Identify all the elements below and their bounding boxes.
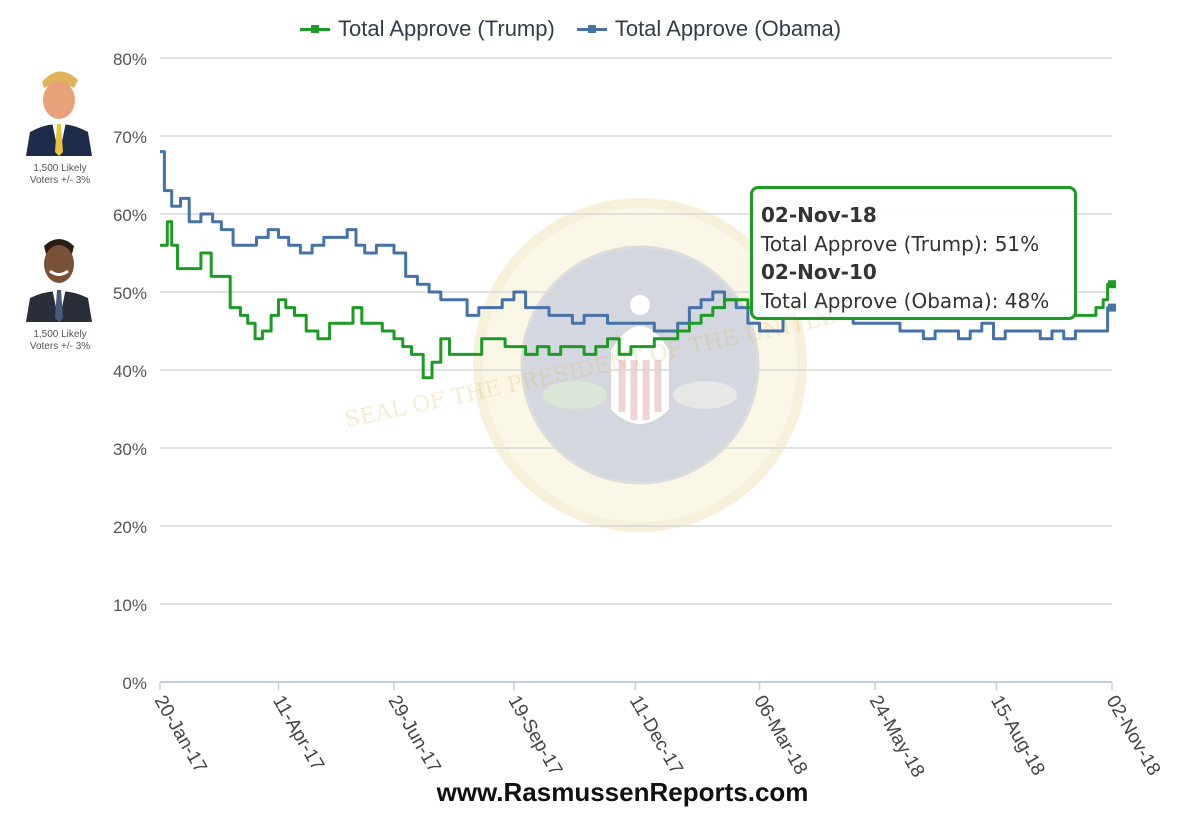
x-tick-label: 11-Apr-17	[268, 692, 328, 774]
trump-portrait: 1,500 Likely Voters +/- 3%	[22, 60, 98, 187]
legend-label-trump: Total Approve (Trump)	[338, 16, 555, 41]
tooltip-date-trump: 02-Nov-18	[761, 203, 877, 227]
y-tick-label: 80%	[113, 50, 147, 69]
footer-url[interactable]: www.RasmussenReports.com	[436, 777, 809, 807]
y-tick-label: 20%	[113, 518, 147, 537]
legend-item-trump[interactable]: Total Approve (Trump)	[300, 16, 555, 42]
y-axis: 0% 10% 20% 30% 40% 50% 60% 70% 80%	[113, 50, 147, 693]
data-tooltip: 02-Nov-18 Total Approve (Trump): 51% 02-…	[750, 186, 1077, 320]
x-axis: 20-Jan-17 11-Apr-17 29-Jun-17 19-Sep-17 11-D…	[150, 682, 1165, 781]
x-tick-label: 15-Aug-18	[986, 692, 1049, 779]
x-tick-label: 11-Dec-17	[625, 692, 687, 778]
x-tick-label: 06-Mar-18	[749, 692, 811, 778]
obama-portrait: 1,500 Likely Voters +/- 3%	[22, 226, 98, 353]
y-tick-label: 30%	[113, 440, 147, 459]
y-tick-label: 40%	[113, 362, 147, 381]
legend-swatch-obama	[576, 24, 607, 33]
trump-photo-icon	[22, 60, 96, 156]
tooltip-value-obama: Total Approve (Obama): 48%	[761, 288, 1050, 313]
grid-layer	[160, 57, 1112, 683]
x-tick-label: 20-Jan-17	[150, 692, 211, 777]
legend: Total Approve (Trump) Total Approve (Oba…	[300, 16, 841, 42]
y-tick-label: 60%	[113, 206, 147, 225]
obama-portrait-caption: 1,500 Likely Voters +/- 3%	[29, 329, 91, 352]
y-tick-label: 10%	[113, 596, 147, 615]
y-tick-label: 70%	[113, 128, 147, 147]
legend-label-obama: Total Approve (Obama)	[614, 16, 842, 41]
series-line-obama[interactable]	[160, 150, 1112, 341]
legend-item-obama[interactable]: Total Approve (Obama)	[576, 16, 842, 42]
y-tick-label: 50%	[113, 284, 147, 303]
x-tick-label: 24-May-18	[865, 692, 929, 781]
x-tick-label: 19-Sep-17	[504, 692, 567, 779]
x-tick-label: 29-Jun-17	[384, 692, 445, 777]
presidential-seal-watermark	[473, 198, 807, 532]
tooltip-date-obama: 02-Nov-10	[761, 260, 877, 284]
series-end-marker-obama[interactable]	[1108, 303, 1116, 312]
y-tick-label: 0%	[122, 674, 147, 693]
tooltip-value-trump: Total Approve (Trump): 51%	[761, 231, 1040, 256]
obama-photo-icon	[22, 226, 96, 322]
legend-swatch-trump	[300, 24, 330, 33]
x-tick-label: 02-Nov-18	[1102, 692, 1165, 779]
trump-portrait-caption: 1,500 Likely Voters +/- 3%	[29, 163, 91, 186]
series-end-marker-trump[interactable]	[1108, 280, 1116, 289]
